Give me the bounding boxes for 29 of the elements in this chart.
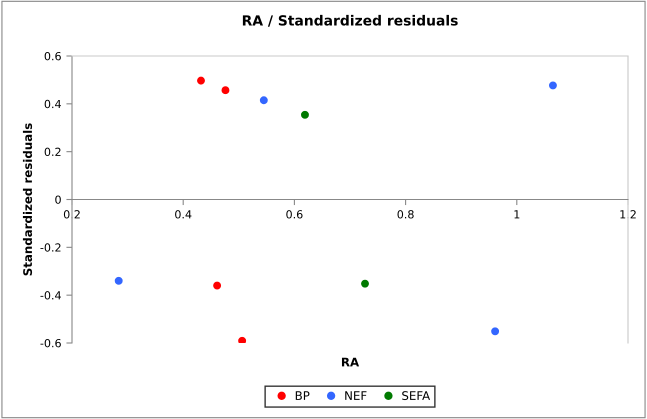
x-tick-label: 0.4 bbox=[175, 210, 192, 219]
point bbox=[361, 280, 369, 288]
point bbox=[213, 282, 222, 290]
y-tick-label: 0 bbox=[55, 195, 61, 204]
point bbox=[548, 81, 557, 90]
point bbox=[491, 327, 500, 336]
legend-label: NEF bbox=[345, 391, 366, 400]
legend-label: SEFA bbox=[402, 391, 430, 400]
chart-title: RA / Standardized residuals bbox=[242, 14, 458, 27]
y-axis-title: Standardized residuals bbox=[22, 123, 32, 276]
point bbox=[260, 96, 268, 104]
y-tick-label: -0.2 bbox=[40, 243, 60, 252]
legend-label: BP bbox=[296, 391, 310, 400]
point bbox=[238, 336, 246, 343]
y-tick-label: 0.2 bbox=[44, 148, 60, 156]
x-tick-label: 1.2 bbox=[620, 210, 636, 218]
x-tick-label: 0.6 bbox=[286, 210, 303, 219]
y-tick-label: 0.6 bbox=[44, 52, 61, 60]
x-axis-title: RA bbox=[342, 358, 360, 366]
y-tick-label: -0.6 bbox=[40, 338, 61, 348]
point bbox=[301, 110, 309, 119]
y-tick-label: 0.4 bbox=[44, 100, 61, 108]
point bbox=[222, 86, 230, 94]
y-tick-label: -0.4 bbox=[40, 291, 61, 300]
point bbox=[197, 76, 205, 85]
x-tick-label: 0.8 bbox=[398, 210, 414, 219]
x-tick-label: 1 bbox=[514, 210, 520, 218]
x-tick-label: 0.2 bbox=[64, 210, 80, 219]
point bbox=[114, 276, 123, 285]
